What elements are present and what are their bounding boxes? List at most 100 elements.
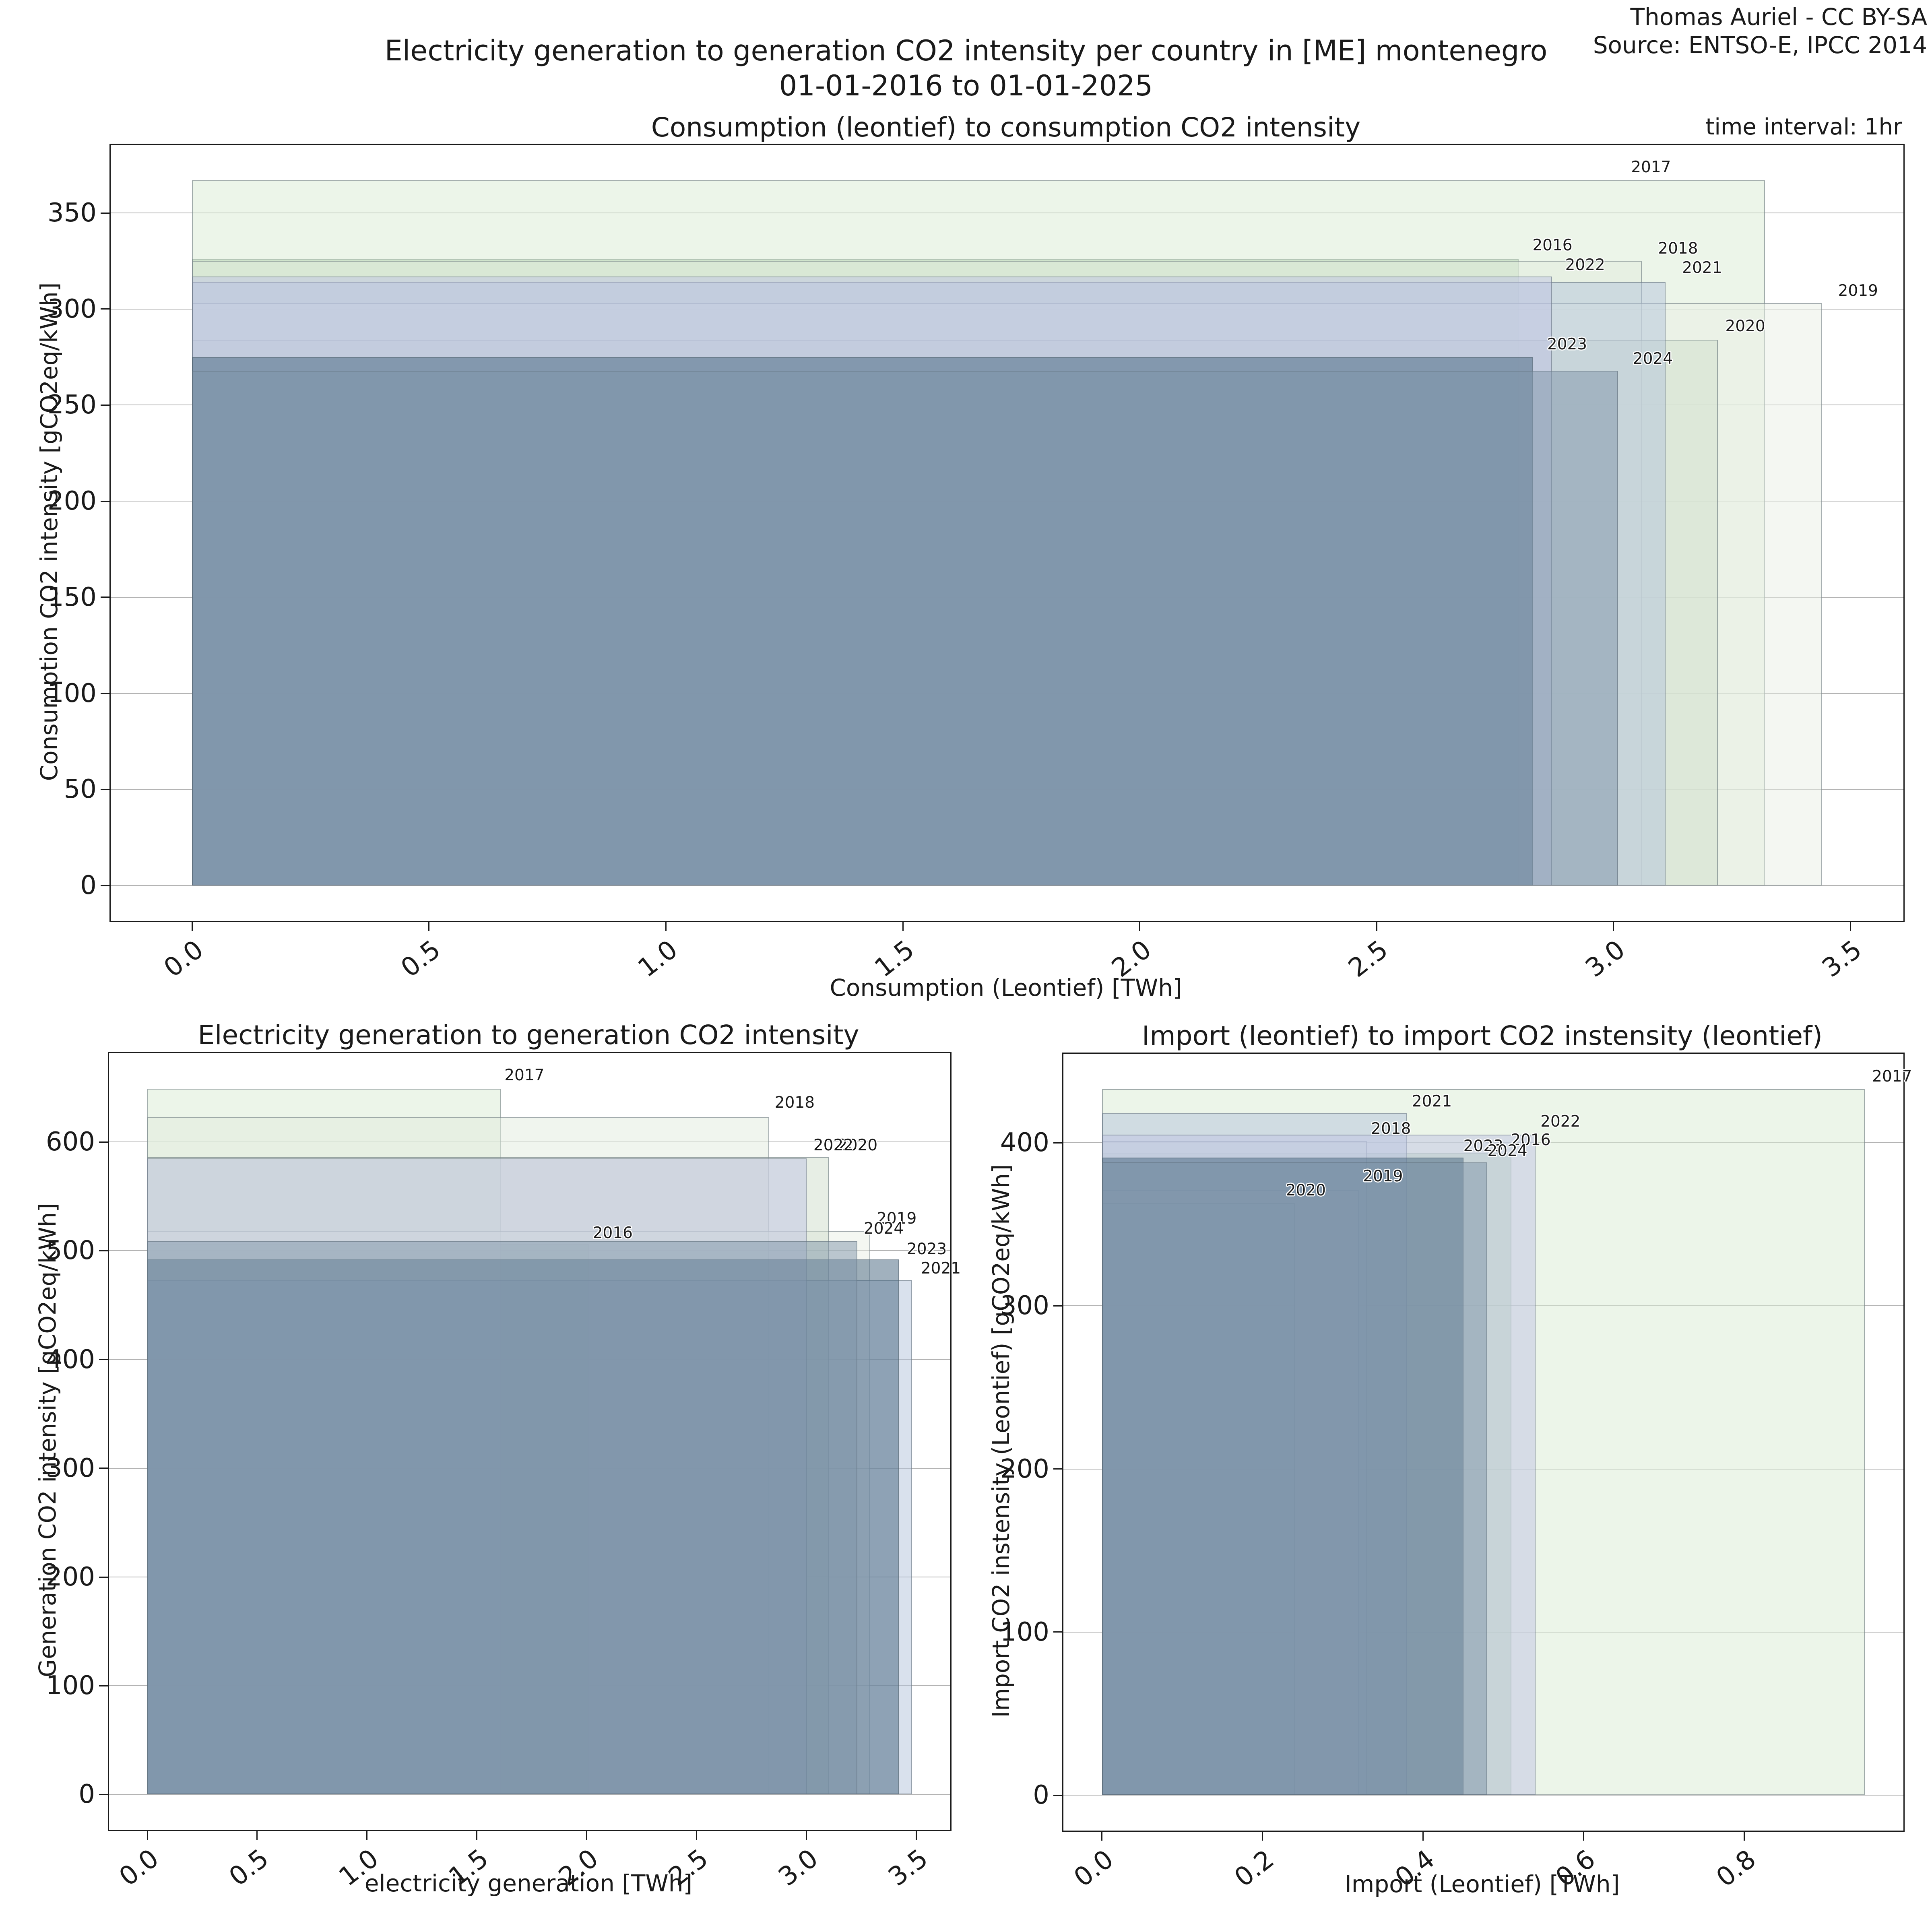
y-tick-label: 150 — [47, 582, 97, 612]
generation-plot-area: 0 100 200 300 400 500 600 0.0 0.5 1.0 1.5 2.0 2.5 3.0… — [46, 1052, 961, 1892]
y-tick-mark — [1053, 1142, 1062, 1144]
y-tick-mark — [101, 885, 109, 886]
x-tick-mark — [191, 922, 193, 931]
year-rect-2024 — [1102, 1162, 1488, 1796]
year-label-2021: 2021 — [1412, 1092, 1452, 1111]
x-tick-mark — [902, 922, 904, 931]
year-label-2017: 2017 — [1631, 158, 1671, 177]
x-tick-mark — [476, 1831, 478, 1840]
year-label-2023: 2023 — [1463, 1137, 1503, 1156]
year-label-2020: 2020 — [1286, 1181, 1326, 1200]
y-tick-label: 0 — [1033, 1780, 1049, 1810]
generation-plot-title: Electricity generation to generation CO2… — [198, 1020, 859, 1051]
x-tick-mark — [586, 1831, 588, 1840]
y-tick-mark — [1053, 1794, 1062, 1796]
y-tick-mark — [99, 1141, 108, 1143]
y-tick-mark — [99, 1250, 108, 1251]
year-label-2024: 2024 — [1633, 349, 1673, 368]
y-tick-label: 250 — [47, 390, 97, 420]
import-xlabel: Import (Leontief) [TWh] — [1344, 1870, 1620, 1898]
x-tick-mark — [916, 1831, 917, 1840]
x-tick-mark — [366, 1831, 368, 1840]
y-tick-label: 100 — [47, 678, 97, 708]
x-tick-mark — [696, 1831, 698, 1840]
y-tick-mark — [101, 693, 109, 694]
consumption-plot-title: Consumption (leontief) to consumption CO… — [651, 112, 1361, 143]
x-tick-mark — [1376, 922, 1377, 931]
gridline-y-0 — [111, 885, 1903, 886]
x-tick-mark — [806, 1831, 807, 1840]
year-label-2022: 2022 — [1540, 1113, 1581, 1131]
y-tick-label: 0 — [80, 871, 97, 901]
y-tick-label: 400 — [45, 1344, 95, 1375]
x-tick-mark — [428, 922, 430, 931]
year-label-2022: 2022 — [813, 1136, 854, 1155]
year-label-2019: 2019 — [1838, 281, 1878, 300]
year-label-2018: 2018 — [1371, 1120, 1411, 1138]
generation-ylabel: Generation CO2 intensity [gCO2eq/kWh] — [34, 1203, 61, 1678]
year-label-2024: 2024 — [1487, 1142, 1527, 1160]
y-tick-label: 400 — [1000, 1128, 1049, 1158]
y-tick-label: 600 — [45, 1127, 95, 1157]
x-tick-mark — [1139, 922, 1141, 931]
import-plot-area: 0 100 200 300 400 0.0 0.2 0.4 0.6 0.8 2016 2017 2018… — [1000, 1053, 1912, 1893]
year-label-2016: 2016 — [1532, 236, 1573, 255]
attribution-source: Source: ENTSO-E, IPCC 2014 — [1593, 31, 1927, 59]
year-rect-2024 — [147, 1241, 857, 1795]
year-label-2019: 2019 — [877, 1209, 917, 1228]
y-tick-label: 500 — [45, 1236, 95, 1266]
y-tick-mark — [1053, 1468, 1062, 1470]
import-plot: Import (leontief) to import CO2 instensi… — [1000, 1020, 1912, 1898]
gridline-y-0 — [1063, 1795, 1903, 1796]
y-tick-mark — [99, 1468, 108, 1469]
y-tick-label: 100 — [45, 1671, 95, 1701]
x-tick-mark — [1262, 1832, 1263, 1841]
year-label-2024: 2024 — [863, 1219, 904, 1238]
year-label-2020: 2020 — [1725, 317, 1765, 335]
x-tick-mark — [665, 922, 667, 931]
year-label-2021: 2021 — [921, 1259, 961, 1278]
x-tick-mark — [1583, 1832, 1585, 1841]
attribution-author: Thomas Auriel - CC BY-SA — [1630, 3, 1927, 31]
year-label-2017: 2017 — [1872, 1067, 1912, 1086]
year-label-2020: 2020 — [837, 1136, 878, 1155]
year-label-2021: 2021 — [1682, 258, 1722, 277]
y-tick-label: 50 — [64, 774, 97, 805]
y-tick-mark — [1053, 1305, 1062, 1307]
y-tick-label: 300 — [47, 294, 97, 324]
y-tick-label: 100 — [1000, 1617, 1049, 1647]
year-label-2022: 2022 — [1565, 256, 1605, 274]
y-tick-mark — [101, 212, 109, 214]
time-interval-label: time interval: 1hr — [1705, 114, 1902, 140]
y-tick-mark — [99, 1794, 108, 1795]
gridline-y-0 — [109, 1794, 950, 1795]
x-tick-mark — [1744, 1832, 1745, 1841]
year-label-2023: 2023 — [1547, 335, 1587, 354]
year-label-2017: 2017 — [504, 1066, 545, 1084]
y-tick-mark — [101, 597, 109, 598]
x-tick-mark — [147, 1831, 148, 1840]
y-tick-label: 200 — [47, 486, 97, 516]
x-tick-mark — [256, 1831, 258, 1840]
y-tick-label: 300 — [45, 1453, 95, 1483]
y-tick-label: 300 — [1000, 1291, 1049, 1321]
year-label-2023: 2023 — [906, 1240, 947, 1259]
figure-title-line1: Electricity generation to generation CO2… — [384, 34, 1548, 67]
y-tick-mark — [99, 1576, 108, 1578]
y-tick-mark — [101, 404, 109, 406]
year-label-2016: 2016 — [592, 1224, 633, 1243]
y-tick-label: 0 — [78, 1779, 95, 1810]
import-ylabel: Import CO2 instensity (Leontief) [gCO2eq… — [987, 1164, 1015, 1718]
y-tick-mark — [101, 308, 109, 310]
generation-xlabel: electricity generation [TWh] — [364, 1870, 693, 1897]
figure-title-line2: 01-01-2016 to 01-01-2025 — [779, 69, 1153, 102]
y-tick-mark — [1053, 1631, 1062, 1633]
y-tick-label: 200 — [45, 1562, 95, 1592]
consumption-xlabel: Consumption (Leontief) [TWh] — [830, 974, 1182, 1001]
import-plot-title: Import (leontief) to import CO2 instensi… — [1141, 1020, 1823, 1051]
y-tick-mark — [99, 1359, 108, 1360]
year-label-2018: 2018 — [774, 1094, 815, 1112]
y-tick-label: 200 — [1000, 1454, 1049, 1484]
x-tick-mark — [1101, 1832, 1103, 1841]
